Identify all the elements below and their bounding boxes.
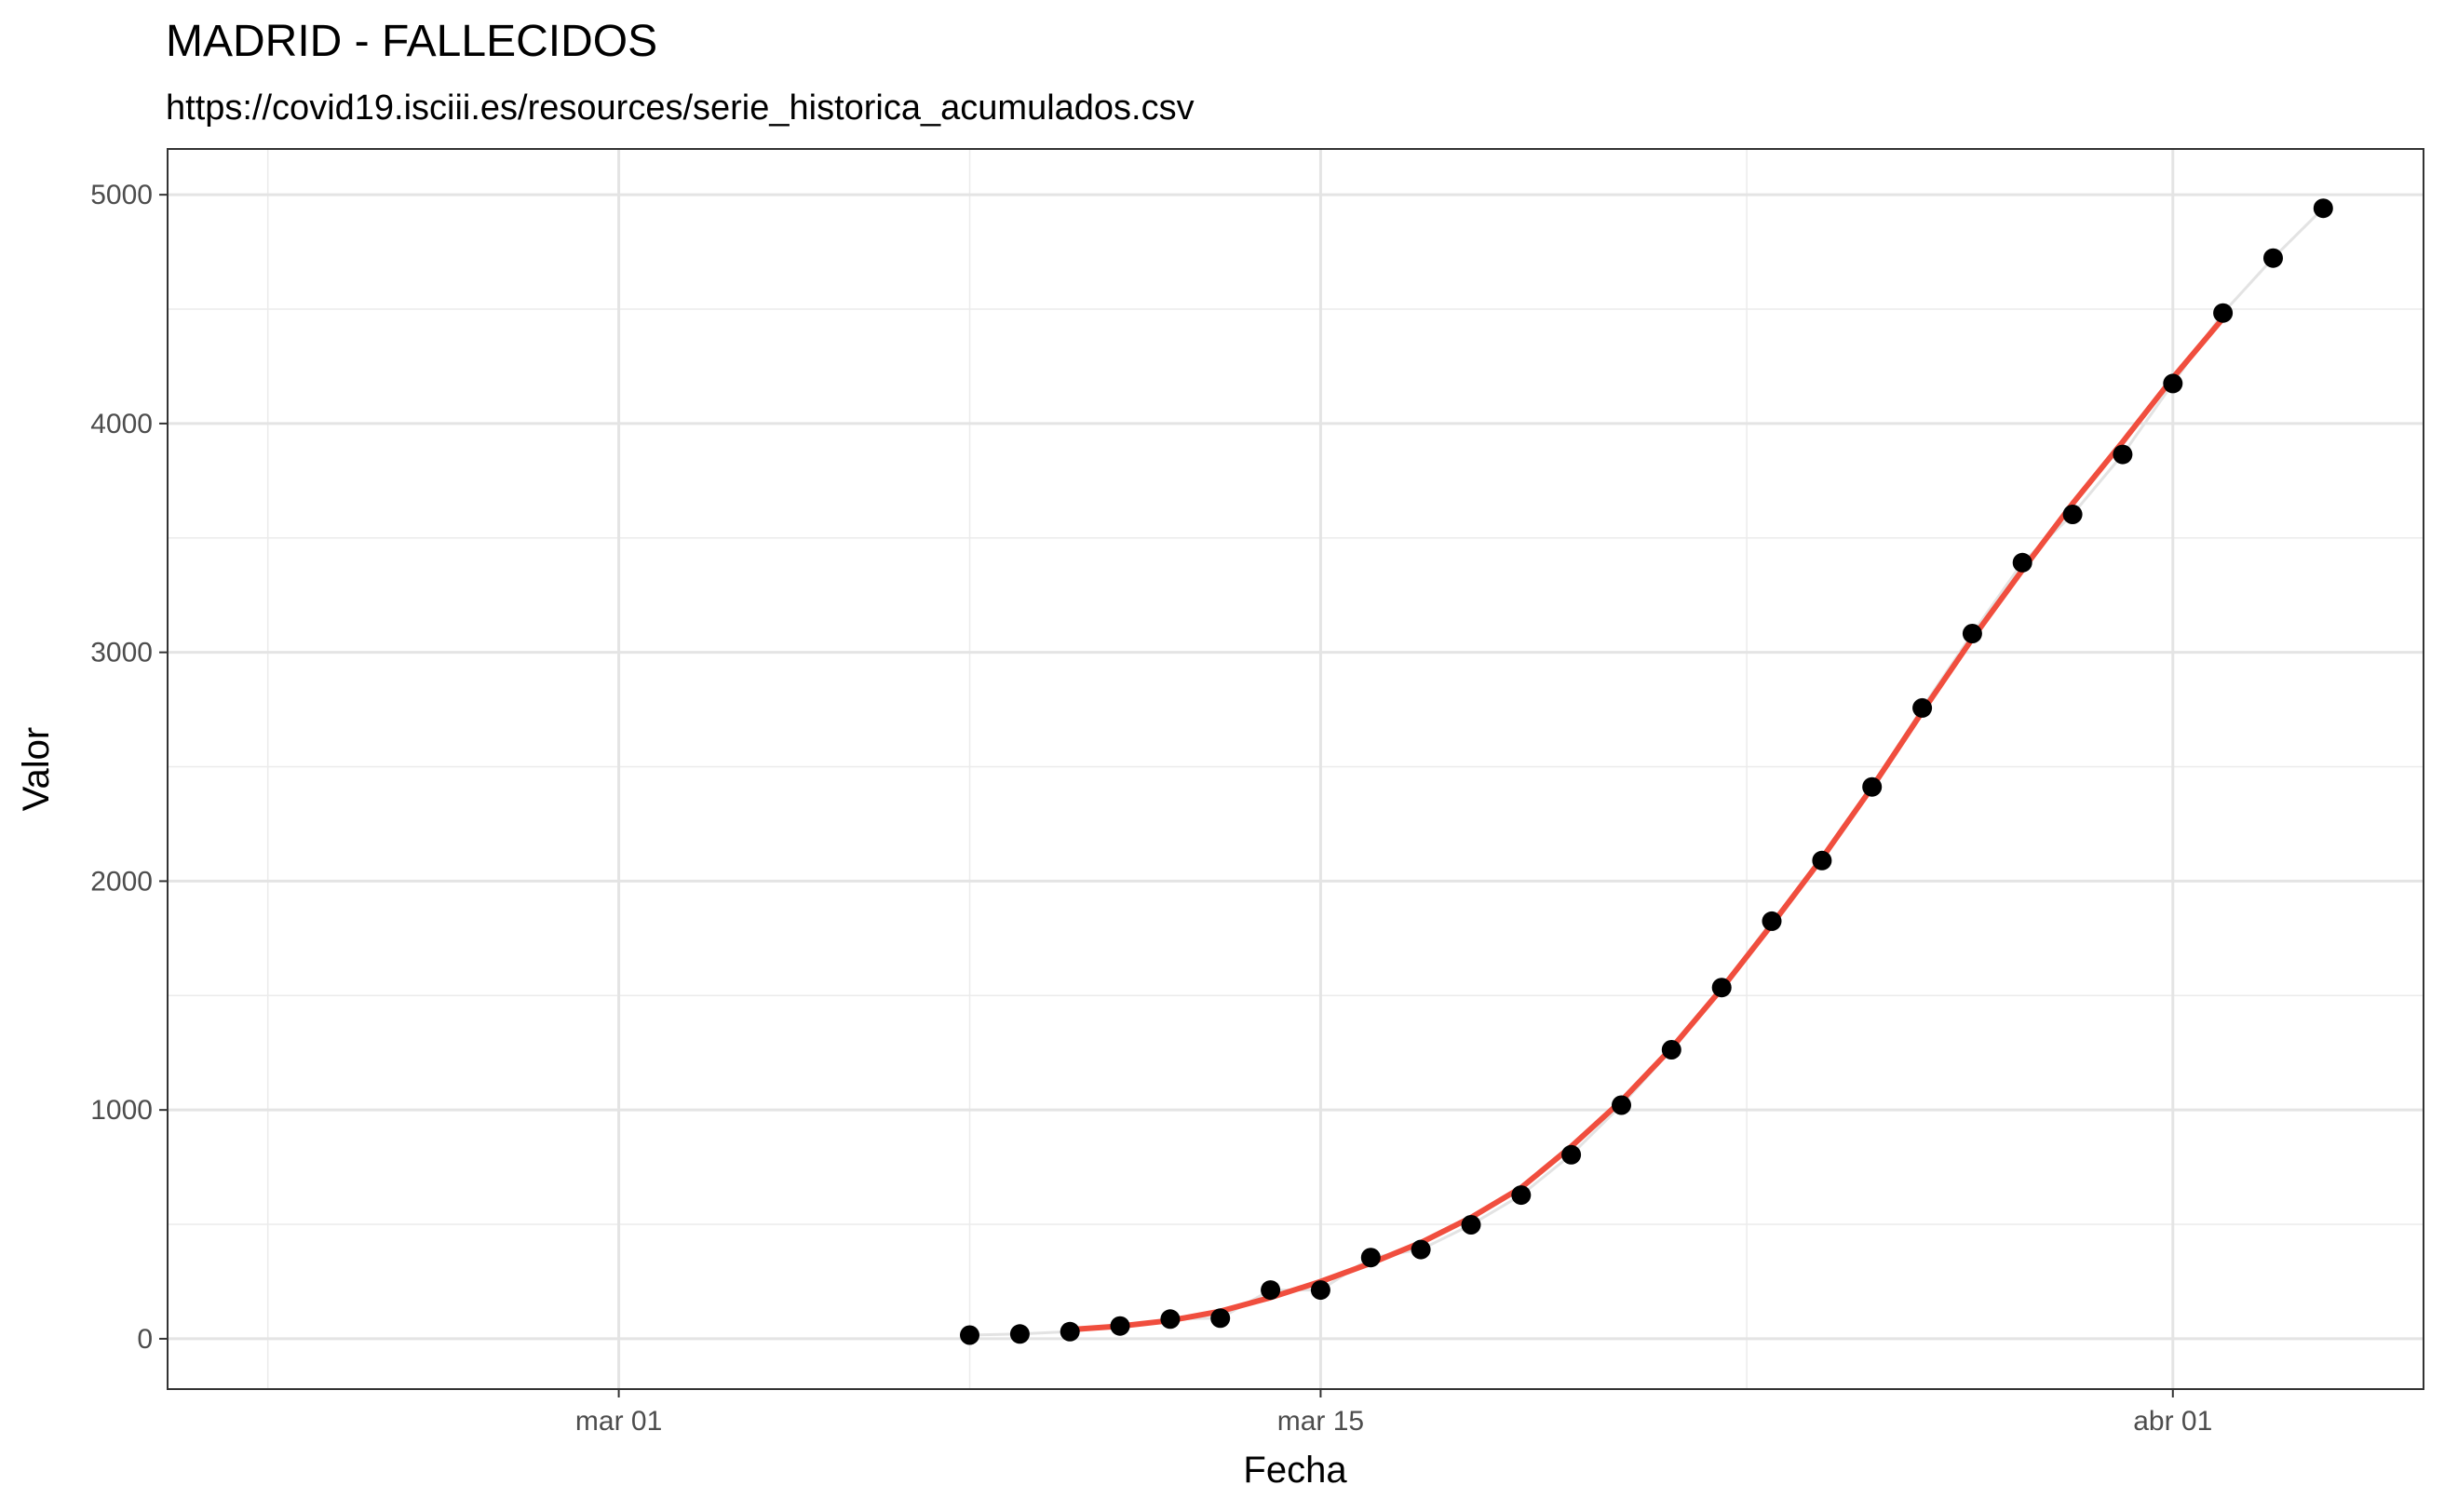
data-point	[1060, 1321, 1080, 1342]
y-tick-label: 1000	[90, 1095, 153, 1126]
x-tick-label: mar 01	[575, 1406, 662, 1437]
plot-background	[168, 149, 2424, 1389]
data-point	[2263, 248, 2283, 268]
data-point	[1009, 1324, 1030, 1344]
y-tick-label: 2000	[90, 866, 153, 897]
x-tick-label: mar 15	[1277, 1406, 1364, 1437]
data-point	[2012, 552, 2032, 573]
data-point	[1360, 1248, 1381, 1268]
plot-panel	[167, 148, 2424, 1390]
data-point	[1912, 697, 1933, 718]
chart-title: MADRID - FALLECIDOS	[166, 17, 657, 66]
data-point	[960, 1325, 979, 1345]
data-point	[2062, 505, 2083, 524]
data-point	[1461, 1215, 1481, 1235]
data-point	[2213, 303, 2234, 323]
chart-subtitle: https://covid19.isciii.es/resources/seri…	[166, 88, 1195, 128]
data-point	[2163, 373, 2183, 394]
series-layer	[960, 198, 2333, 1345]
y-axis: 0 1000 2000 3000 4000 5000	[90, 180, 168, 1355]
y-tick-label: 5000	[90, 180, 153, 210]
y-tick-label: 0	[137, 1324, 153, 1355]
data-point	[1261, 1280, 1281, 1301]
data-point	[1561, 1144, 1582, 1165]
y-tick-label: 3000	[90, 638, 153, 668]
data-point	[1612, 1095, 1631, 1115]
grid-minor	[168, 149, 2424, 1389]
data-point	[1762, 911, 1782, 931]
x-axis: mar 01 mar 15 abr 01	[575, 1389, 2212, 1437]
data-point	[1812, 850, 1832, 871]
data-point	[1962, 624, 1982, 643]
data-point	[1711, 978, 1732, 998]
y-tick-label: 4000	[90, 409, 153, 439]
data-point	[1310, 1280, 1330, 1301]
data-point	[1411, 1239, 1431, 1260]
x-tick-label: abr 01	[2133, 1406, 2212, 1437]
data-point	[1210, 1308, 1231, 1329]
plot-border	[167, 148, 2424, 1390]
data-point	[2113, 444, 2133, 465]
y-axis-title: Valor	[16, 727, 57, 811]
data-point	[1511, 1185, 1532, 1206]
x-axis-title: Fecha	[1243, 1450, 1347, 1491]
data-point	[1862, 776, 1883, 797]
data-point	[1160, 1309, 1181, 1330]
data-point	[1110, 1316, 1130, 1336]
data-point	[2313, 198, 2333, 219]
data-point	[1661, 1040, 1681, 1060]
grid-major	[168, 149, 2424, 1389]
